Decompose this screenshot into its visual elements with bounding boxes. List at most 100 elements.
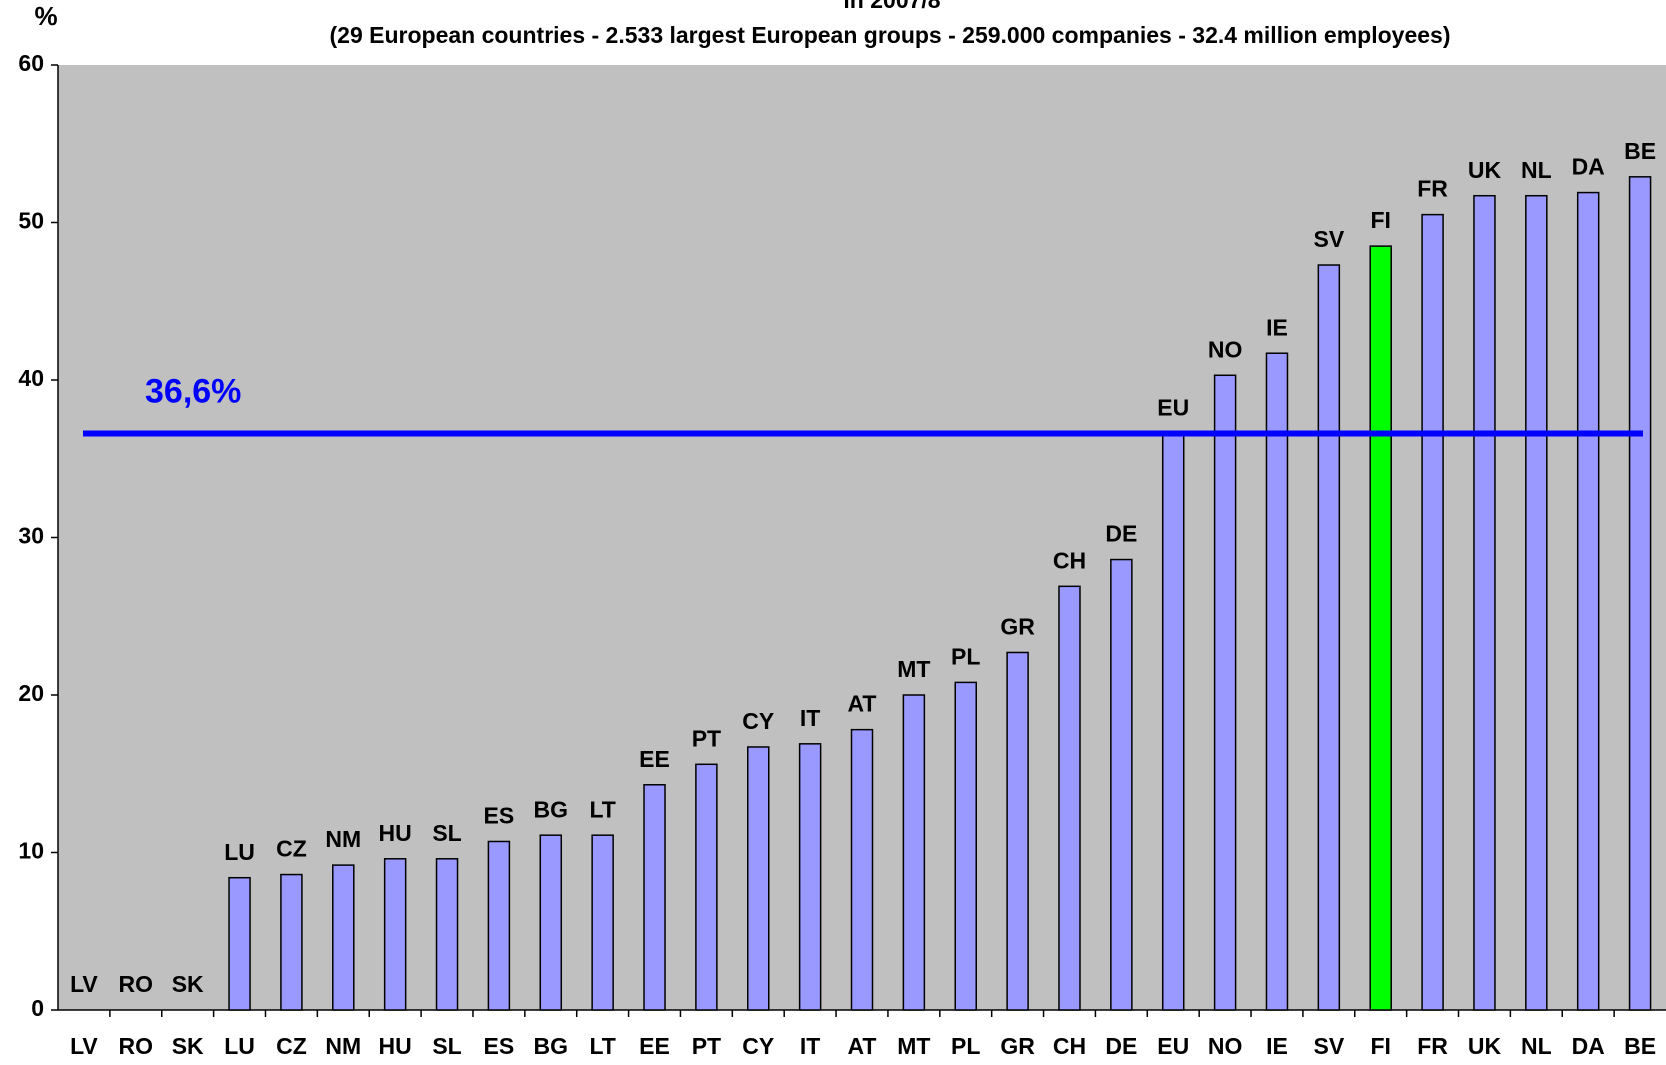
- bar: [1628, 176, 1652, 1011]
- bar: [1317, 264, 1341, 1011]
- x-tick-label: NO: [1208, 1033, 1243, 1059]
- bar-label: UK: [1468, 157, 1502, 183]
- bar-label: AT: [848, 691, 877, 717]
- bar-label: BE: [1624, 138, 1656, 164]
- x-tick-label: PT: [692, 1033, 721, 1059]
- y-tick-label: 30: [18, 523, 44, 549]
- bar: [487, 840, 511, 1011]
- x-tick-label: DE: [1105, 1033, 1137, 1059]
- y-tick-label: 20: [18, 680, 44, 706]
- bar: [1421, 213, 1444, 1011]
- y-tick-label: 10: [18, 838, 44, 864]
- x-tick-label: CZ: [276, 1033, 307, 1059]
- bar: [435, 858, 459, 1011]
- chart-subtitle: (29 European countries - 2.533 largest E…: [330, 22, 1451, 48]
- bar-label: CY: [742, 708, 774, 734]
- x-tick-label: AT: [848, 1033, 877, 1059]
- bar: [1525, 194, 1548, 1011]
- x-tick-label: SK: [172, 1033, 204, 1059]
- bar: [1110, 558, 1133, 1011]
- bar-label: LT: [589, 796, 615, 822]
- bar-label: ES: [484, 803, 515, 829]
- bar: [228, 876, 251, 1011]
- x-tick-label: NL: [1521, 1033, 1552, 1059]
- bar: [280, 873, 303, 1011]
- y-tick-label: 60: [18, 50, 44, 76]
- x-tick-label: EE: [639, 1033, 670, 1059]
- bar-label: NO: [1208, 336, 1243, 362]
- bar-label: EE: [639, 746, 670, 772]
- bar-label: PL: [951, 643, 980, 669]
- bar-label: LV: [70, 971, 98, 997]
- bar-label: GR: [1000, 614, 1035, 640]
- x-tick-label: DA: [1572, 1033, 1605, 1059]
- x-tick-label: IT: [800, 1033, 820, 1059]
- bar: [695, 763, 718, 1011]
- x-tick-label: SV: [1313, 1033, 1344, 1059]
- x-tick-label: LV: [70, 1033, 98, 1059]
- x-tick-label: BG: [534, 1033, 569, 1059]
- x-tick-label: LT: [589, 1033, 615, 1059]
- x-tick-label: NM: [325, 1033, 361, 1059]
- x-tick-label: EU: [1157, 1033, 1189, 1059]
- bar: [383, 858, 407, 1011]
- y-tick-label: 0: [31, 995, 44, 1021]
- bar-label: FR: [1417, 176, 1448, 202]
- bar: [902, 694, 926, 1011]
- x-tick-label: PL: [951, 1033, 980, 1059]
- x-tick-label: CY: [742, 1033, 774, 1059]
- x-tick-label: FI: [1370, 1033, 1390, 1059]
- bar-label: LU: [224, 839, 255, 865]
- bar: [332, 864, 355, 1011]
- bar-label: HU: [379, 820, 412, 846]
- bar-label: DE: [1105, 521, 1137, 547]
- bar: [1006, 651, 1029, 1011]
- bar-label: EU: [1157, 395, 1189, 421]
- x-tick-label: HU: [379, 1033, 412, 1059]
- bar: [1213, 374, 1237, 1011]
- bar-label: RO: [119, 971, 154, 997]
- bar: [1265, 352, 1289, 1011]
- bar-label: NL: [1521, 157, 1552, 183]
- x-tick-label: ES: [484, 1033, 515, 1059]
- bar-label: NM: [325, 826, 361, 852]
- x-tick-label: FR: [1417, 1033, 1448, 1059]
- y-axis-label: %: [34, 1, 57, 31]
- bar-label: SV: [1313, 226, 1344, 252]
- bar-label: IE: [1266, 314, 1288, 340]
- x-tick-label: CH: [1053, 1033, 1086, 1059]
- x-tick-label: GR: [1000, 1033, 1035, 1059]
- x-tick-label: MT: [897, 1033, 930, 1059]
- bar-label: SL: [432, 820, 461, 846]
- x-tick-label: IE: [1266, 1033, 1288, 1059]
- chart-title: in 2007/8: [843, 0, 940, 13]
- bar-label: DA: [1572, 154, 1605, 180]
- bar-label: CH: [1053, 547, 1086, 573]
- bar: [1473, 194, 1496, 1011]
- y-tick-label: 40: [18, 365, 44, 391]
- bar: [591, 834, 614, 1011]
- x-tick-label: UK: [1468, 1033, 1502, 1059]
- bar-label: BG: [534, 796, 569, 822]
- bar: [643, 784, 666, 1011]
- bar: [1369, 245, 1392, 1011]
- bar-label: CZ: [276, 836, 307, 862]
- bar-label: MT: [897, 656, 930, 682]
- x-tick-label: LU: [224, 1033, 255, 1059]
- bar-label: SK: [172, 971, 204, 997]
- bar: [747, 746, 770, 1011]
- bar: [1161, 432, 1185, 1011]
- bar: [798, 743, 822, 1011]
- bar-label: PT: [692, 725, 721, 751]
- bar-label: FI: [1370, 207, 1390, 233]
- bar-label: IT: [800, 705, 820, 731]
- x-tick-label: RO: [119, 1033, 154, 1059]
- bar: [1576, 191, 1600, 1011]
- bar: [539, 834, 563, 1011]
- bar: [954, 681, 977, 1011]
- bar: [850, 728, 874, 1011]
- x-tick-label: SL: [432, 1033, 461, 1059]
- reference-label: 36,6%: [145, 373, 241, 411]
- y-tick-label: 50: [18, 208, 44, 234]
